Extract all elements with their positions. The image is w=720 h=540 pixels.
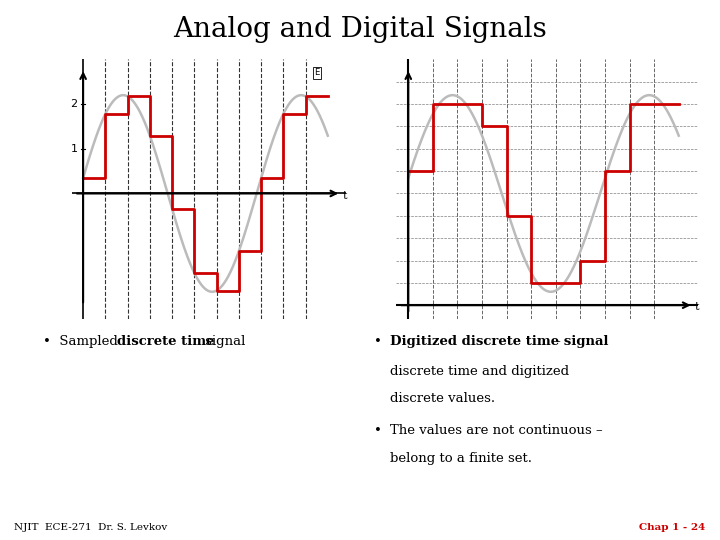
Text: Digitized discrete time signal: Digitized discrete time signal xyxy=(390,335,608,348)
Text: -: - xyxy=(552,335,561,348)
Text: t: t xyxy=(695,302,699,313)
Text: Analog and Digital Signals: Analog and Digital Signals xyxy=(173,16,547,43)
Text: •: • xyxy=(374,424,391,437)
Text: discrete time and digitized: discrete time and digitized xyxy=(390,364,570,377)
Text: E: E xyxy=(314,68,319,77)
Text: signal: signal xyxy=(201,335,246,348)
Text: •: • xyxy=(374,335,391,348)
Text: 2: 2 xyxy=(71,99,78,109)
Text: •  Sampled: • Sampled xyxy=(43,335,122,348)
Text: belong to a finite set.: belong to a finite set. xyxy=(390,452,532,465)
Text: 1: 1 xyxy=(71,144,78,154)
Text: discrete values.: discrete values. xyxy=(390,392,495,404)
Text: NJIT  ECE-271  Dr. S. Levkov: NJIT ECE-271 Dr. S. Levkov xyxy=(14,523,168,532)
Text: Chap 1 - 24: Chap 1 - 24 xyxy=(639,523,706,532)
Text: t: t xyxy=(342,191,347,201)
Text: discrete time: discrete time xyxy=(117,335,214,348)
Text: The values are not continuous –: The values are not continuous – xyxy=(390,424,603,437)
